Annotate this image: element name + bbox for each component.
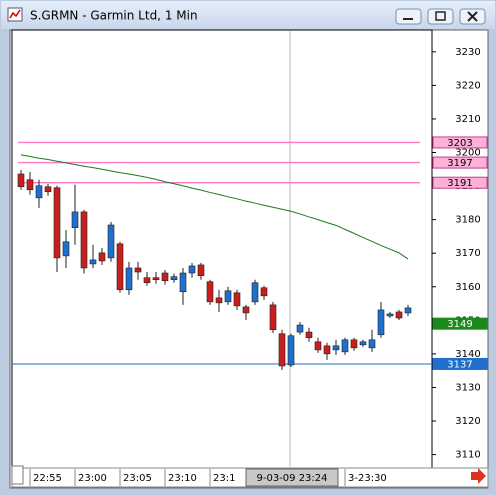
candle-body [152, 277, 160, 281]
candle-body [377, 309, 385, 336]
maximize-glyph [435, 11, 446, 21]
x-tick-label: 23:1 [213, 473, 235, 484]
candle-body [305, 331, 313, 339]
price-label: 3149 [447, 319, 472, 330]
candle-body [125, 267, 133, 291]
candle-body [26, 179, 34, 191]
x-tick-label: 23:00 [78, 473, 107, 484]
y-tick-label: 3220 [455, 80, 480, 91]
candle-body [314, 341, 322, 351]
window-title: S.GRMN - Garmin Ltd, 1 Min [30, 9, 198, 23]
candle-body [107, 224, 115, 259]
candle-body [323, 345, 331, 355]
price-label: 3197 [447, 158, 472, 169]
candle-body [179, 272, 187, 293]
y-tick-label: 3170 [455, 248, 480, 259]
candle-body [116, 243, 124, 291]
candle-body [134, 267, 142, 273]
plot-area [11, 29, 433, 469]
candle-body [98, 252, 106, 262]
candle-body [161, 272, 169, 282]
price-label-box [432, 156, 488, 169]
candle-body [242, 306, 250, 314]
moving-average [20, 154, 409, 260]
candle-body [233, 292, 241, 307]
y-tick-label: 3120 [455, 416, 480, 427]
y-tick-label: 3200 [455, 148, 480, 159]
cursor-time-label: 9-03-09 23:24 [256, 473, 327, 484]
candle-body [71, 211, 79, 228]
candle-body [53, 187, 61, 259]
y-tick-label: 3140 [455, 349, 480, 360]
candle-body [368, 339, 376, 349]
candle-body [359, 341, 367, 346]
y-tick-label: 3130 [455, 382, 480, 393]
y-tick-label: 3230 [455, 47, 480, 58]
price-label-box [432, 317, 488, 330]
candle-body [278, 333, 286, 367]
candle-body [143, 277, 151, 284]
axes: 3110312031303140315031603170318031903200… [12, 47, 488, 486]
candle-body [251, 282, 259, 303]
candle-body [35, 185, 43, 199]
x-tick-label: 3-23:30 [348, 473, 387, 484]
minimize-button[interactable] [395, 8, 422, 25]
series-layer [12, 141, 432, 370]
x-tick-label: 22:55 [33, 473, 62, 484]
x-tick-label: 23:10 [168, 473, 197, 484]
scroll-right-arrow[interactable] [471, 468, 486, 484]
app-icon-glyph [9, 9, 21, 19]
candle-body [386, 313, 394, 317]
maximize-button[interactable] [427, 8, 454, 25]
candle-body [188, 265, 196, 274]
x-tick-label: 23:05 [123, 473, 152, 484]
candle-body [260, 287, 268, 297]
candle-body [350, 339, 358, 349]
candle-body [296, 324, 304, 333]
candle-body [44, 186, 52, 193]
candle-body [215, 297, 223, 304]
close-glyph [467, 11, 478, 22]
scroll-thumb[interactable] [11, 465, 24, 485]
candle-body [170, 276, 178, 281]
candle-body [341, 339, 349, 353]
price-label: 3203 [447, 138, 472, 149]
candle-body [404, 307, 412, 314]
cursor-time-box [245, 468, 339, 487]
y-tick-label: 3160 [455, 282, 480, 293]
price-label-box [432, 357, 488, 370]
price-label: 3191 [447, 178, 472, 189]
candle-body [224, 290, 232, 303]
candle-body [332, 345, 340, 351]
price-label-box [432, 136, 488, 149]
candle-body [206, 281, 214, 303]
candle-body [197, 264, 205, 276]
candle-body [287, 335, 295, 366]
price-label-box [432, 176, 488, 189]
y-tick-label: 3180 [455, 215, 480, 226]
y-tick-label: 3110 [455, 450, 480, 461]
candle-body [89, 259, 97, 265]
candle-body [17, 173, 25, 188]
y-tick-label: 3210 [455, 114, 480, 125]
candle-body [269, 304, 277, 331]
candle-body [80, 211, 88, 269]
candle-body [62, 241, 70, 257]
candle-body [395, 311, 403, 319]
price-label: 3137 [447, 359, 472, 370]
